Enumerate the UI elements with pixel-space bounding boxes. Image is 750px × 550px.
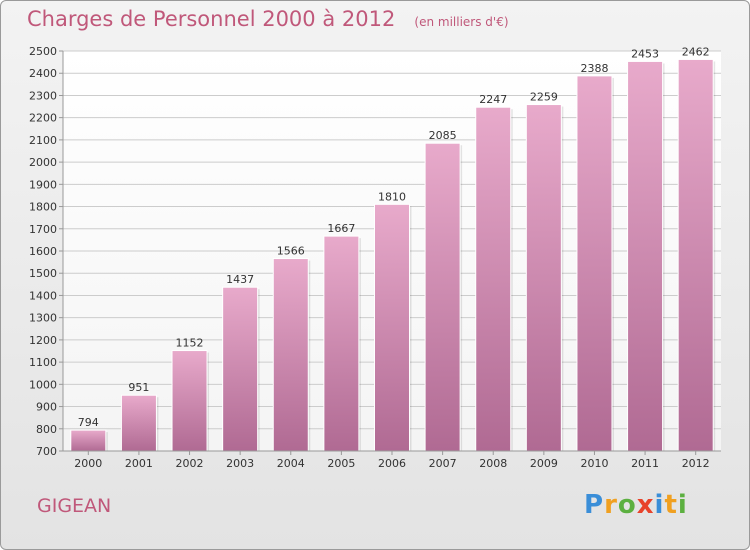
bar-value-label: 2462	[682, 45, 710, 58]
logo-letter: x	[636, 490, 655, 520]
logo-letter: r	[604, 490, 618, 520]
y-tick-label: 2000	[29, 156, 57, 169]
proxiti-logo: Proxiti	[584, 490, 688, 520]
x-tick-label: 2007	[429, 457, 457, 470]
bar-value-label: 2247	[479, 93, 507, 106]
x-tick-label: 2002	[176, 457, 204, 470]
y-axis: 700 800 900 1000 1100 1200 1300 1400 1500 1600 170…	[29, 45, 64, 458]
bar-value-label: 2085	[429, 129, 457, 142]
bar	[222, 286, 259, 452]
bar-value-label: 2388	[580, 62, 608, 75]
bar	[576, 75, 613, 452]
y-tick-label: 1000	[29, 378, 57, 391]
title-row: Charges de Personnel 2000 à 2012 (en mil…	[27, 7, 509, 31]
chart-title: Charges de Personnel 2000 à 2012	[27, 7, 396, 31]
y-tick-label: 2500	[29, 45, 57, 58]
y-tick-label: 1500	[29, 267, 57, 280]
bar	[70, 429, 107, 452]
logo-letter: P	[584, 490, 605, 520]
bar	[475, 106, 512, 452]
x-tick-label: 2010	[580, 457, 608, 470]
bar	[171, 350, 208, 452]
bar-value-label: 1437	[226, 273, 254, 286]
y-tick-label: 1300	[29, 312, 57, 325]
x-axis: 2000 2001 2002 2003 2004 2005 2006 2007 2008 2009…	[63, 450, 721, 470]
bars: 794 951 1152 1437 1566 1667 1810 2085 2247 2259 23…	[70, 45, 716, 452]
commune-name: GIGEAN	[37, 495, 112, 517]
bar	[677, 58, 714, 452]
x-tick-label: 2000	[74, 457, 102, 470]
y-tick-label: 1800	[29, 201, 57, 214]
y-tick-label: 700	[36, 445, 57, 458]
y-tick-label: 2300	[29, 89, 57, 102]
bar	[323, 235, 360, 452]
y-tick-label: 900	[36, 401, 57, 414]
bar	[120, 394, 157, 452]
bar	[374, 203, 410, 452]
x-tick-label: 2005	[327, 457, 355, 470]
y-tick-label: 2100	[29, 134, 57, 147]
bar-value-label: 1152	[176, 337, 204, 350]
y-tick-label: 1600	[29, 245, 57, 258]
x-tick-label: 2003	[226, 457, 254, 470]
x-tick-label: 2009	[530, 457, 558, 470]
logo-letter: i	[677, 490, 688, 520]
bar-value-label: 794	[78, 416, 99, 429]
y-tick-label: 1900	[29, 178, 57, 191]
y-tick-label: 2400	[29, 67, 57, 80]
x-tick-label: 2012	[682, 457, 710, 470]
x-tick-label: 2008	[479, 457, 507, 470]
y-tick-label: 2200	[29, 112, 57, 125]
chart-subtitle: (en milliers d'€)	[414, 15, 509, 29]
x-tick-label: 2004	[277, 457, 305, 470]
y-tick-label: 1400	[29, 289, 57, 302]
bar-value-label: 1810	[378, 190, 406, 203]
bar	[627, 60, 664, 452]
y-tick-label: 1100	[29, 356, 57, 369]
x-tick-label: 2006	[378, 457, 406, 470]
y-tick-label: 1700	[29, 223, 57, 236]
y-tick-label: 1200	[29, 334, 57, 347]
logo-letter: o	[617, 490, 637, 520]
bar-value-label: 2453	[631, 47, 659, 60]
bar-value-label: 951	[128, 381, 149, 394]
y-tick-label: 800	[36, 423, 57, 436]
x-tick-label: 2011	[631, 457, 659, 470]
bar-value-label: 1566	[277, 245, 305, 258]
x-tick-label: 2001	[125, 457, 153, 470]
bar	[424, 142, 461, 452]
bar	[525, 104, 562, 452]
logo-letter: t	[664, 490, 678, 520]
bar-value-label: 1667	[327, 222, 355, 235]
bar-value-label: 2259	[530, 91, 558, 104]
logo-letter: i	[654, 490, 665, 520]
bar	[272, 258, 309, 452]
